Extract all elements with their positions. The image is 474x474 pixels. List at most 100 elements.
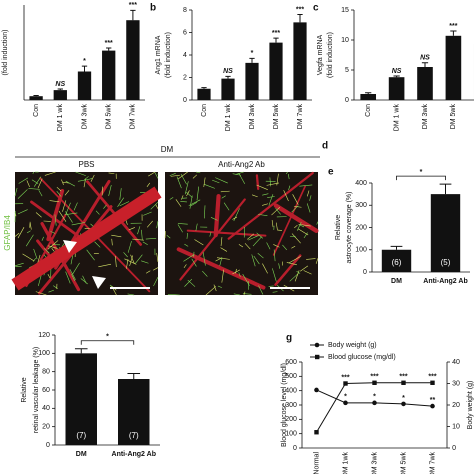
- astrocyte: [316, 221, 319, 225]
- legend-label: Blood glucose (mg/dl): [328, 354, 396, 361]
- astrocyte: [273, 249, 276, 262]
- significance-label: *: [344, 394, 347, 401]
- astrocyte: [169, 172, 176, 177]
- astrocyte: [192, 174, 198, 179]
- astrocyte: [71, 273, 76, 281]
- tick-label: 80: [42, 369, 50, 376]
- error-bar: [225, 75, 231, 79]
- y-axis-label: (fold induction): [327, 32, 334, 78]
- panel-label: e: [328, 167, 334, 178]
- astrocyte: [202, 251, 206, 266]
- point: [314, 430, 319, 435]
- astrocyte: [286, 262, 297, 266]
- error-bar: [273, 37, 279, 43]
- significance-label: ***: [428, 374, 436, 381]
- astrocyte: [71, 222, 85, 226]
- x-tick-label: Anti-Ang2 Ab: [112, 451, 156, 458]
- astrocyte: [184, 181, 189, 195]
- astrocyte: [37, 178, 43, 189]
- significance-label: *: [106, 334, 109, 341]
- significance-label: *: [83, 58, 86, 65]
- y-axis-label: (fold induction): [2, 30, 9, 76]
- x-tick-label: DM 5wk: [400, 452, 407, 474]
- vessel: [227, 171, 314, 240]
- astrocyte: [50, 231, 56, 234]
- tick-label: 40: [42, 405, 50, 412]
- astrocyte: [119, 201, 130, 207]
- astrocyte: [272, 291, 278, 293]
- astrocyte: [56, 190, 62, 197]
- x-tick-label: DM 1 wk: [57, 104, 64, 132]
- astrocyte: [70, 255, 74, 265]
- bar: [445, 35, 462, 100]
- astrocyte: [72, 262, 80, 275]
- tick-label: 2: [183, 74, 187, 81]
- astrocyte: [137, 226, 141, 235]
- tick-label: 120: [38, 332, 50, 339]
- astrocyte: [80, 278, 89, 285]
- astrocyte: [127, 293, 135, 296]
- astrocyte: [196, 186, 200, 201]
- n-label: (6): [392, 258, 402, 267]
- astrocyte: [291, 205, 299, 213]
- astrocyte: [233, 293, 241, 296]
- astrocyte: [215, 177, 228, 184]
- astrocyte: [195, 171, 201, 174]
- astrocyte: [141, 260, 149, 264]
- y-axis-label: Blood glucose level (mg/dl): [281, 363, 288, 447]
- astrocyte: [309, 195, 312, 201]
- significance-label: ***: [129, 2, 137, 9]
- astrocyte: [194, 239, 204, 246]
- error-bar: [249, 57, 255, 63]
- astrocyte: [117, 197, 124, 207]
- astrocyte: [213, 284, 217, 292]
- astrocyte: [292, 194, 299, 205]
- x-tick-label: DM: [391, 278, 402, 285]
- significance-label: ***: [272, 30, 280, 37]
- astrocyte: [184, 278, 193, 287]
- astrocyte: [14, 187, 18, 197]
- astrocyte: [300, 265, 309, 272]
- x-tick-label: DM 5wk: [106, 104, 113, 130]
- astrocyte: [43, 248, 50, 254]
- x-tick-label: DM 3wk: [81, 104, 88, 130]
- astrocyte: [189, 195, 193, 209]
- image-title: PBS: [78, 160, 94, 169]
- image-title: Anti-Ang2 Ab: [218, 160, 265, 169]
- astrocyte: [296, 221, 302, 231]
- astrocyte: [186, 190, 190, 197]
- astrocyte: [183, 264, 187, 269]
- astrocyte: [203, 205, 206, 219]
- astrocyte: [127, 240, 132, 253]
- panel-label: c: [313, 3, 319, 14]
- astrocyte: [51, 248, 55, 252]
- astrocyte: [288, 185, 291, 191]
- astrocyte: [273, 244, 280, 248]
- astrocyte: [166, 235, 171, 239]
- tick-label: 100: [38, 350, 50, 357]
- significance-label: NS: [223, 68, 233, 75]
- astrocyte: [221, 195, 226, 199]
- astrocyte: [75, 171, 86, 176]
- astrocyte: [177, 224, 183, 233]
- tick-label: 200: [285, 416, 297, 423]
- astrocyte: [299, 184, 313, 187]
- error-bar: [127, 373, 141, 379]
- bar: [221, 78, 235, 100]
- tick-label: 20: [452, 402, 460, 409]
- x-tick-label: DM 7wk: [429, 452, 436, 474]
- astrocyte: [238, 244, 244, 248]
- astrocyte: [33, 176, 42, 187]
- astrocyte: [209, 232, 212, 237]
- astrocyte: [177, 171, 188, 180]
- astrocyte: [291, 233, 301, 244]
- bar: [118, 379, 150, 445]
- arrowhead: [63, 240, 77, 253]
- tick-label: 60: [42, 387, 50, 394]
- astrocyte: [17, 227, 25, 239]
- astrocyte: [135, 254, 143, 264]
- astrocyte: [146, 182, 151, 188]
- significance-label: NS: [55, 81, 65, 88]
- bar: [417, 67, 433, 100]
- tick-label: 0: [452, 445, 456, 452]
